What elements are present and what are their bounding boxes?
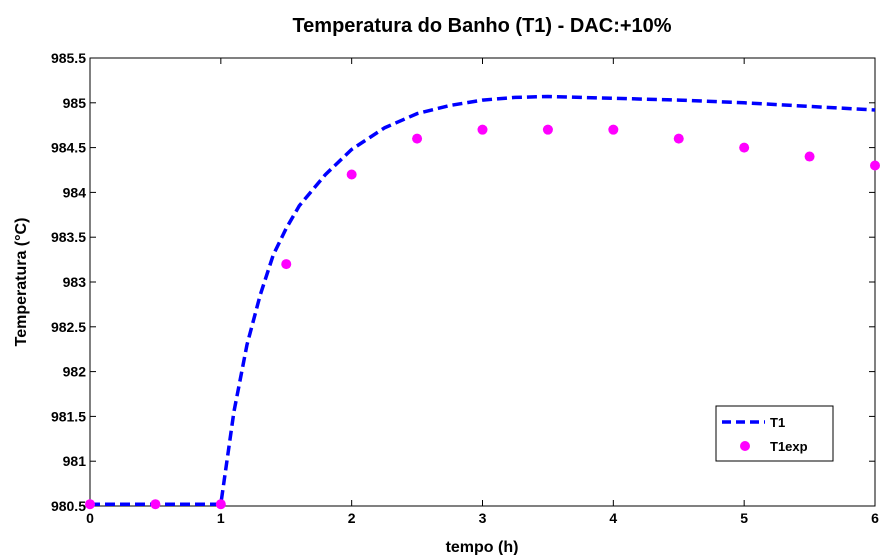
series-layer	[85, 94, 880, 510]
x-tick-label: 4	[609, 510, 617, 526]
data-point-t1exp	[346, 169, 357, 180]
y-tick-label: 984.5	[51, 140, 86, 156]
y-tick-label: 981	[63, 453, 87, 469]
y-tick-label: 983.5	[51, 229, 86, 245]
data-point-t1exp	[412, 133, 423, 144]
x-axis: 0 1 2 3 4 5 6	[86, 58, 879, 526]
y-tick-label: 984	[63, 184, 87, 200]
y-tick-label: 982	[63, 364, 87, 380]
y-tick-label: 985.5	[51, 50, 86, 66]
x-tick-label: 2	[348, 510, 356, 526]
y-tick-label: 983	[63, 274, 87, 290]
y-tick-label: 982.5	[51, 319, 86, 335]
legend-label-t1: T1	[770, 415, 785, 430]
x-tick-label: 5	[740, 510, 748, 526]
x-tick-label: 1	[217, 510, 225, 526]
data-point-t1exp	[870, 160, 880, 171]
data-point-t1exp	[150, 499, 161, 510]
legend-swatch-t1exp	[740, 441, 750, 451]
y-tick-label: 980.5	[51, 498, 86, 514]
data-point-t1exp	[85, 499, 95, 510]
data-point-t1exp	[542, 124, 553, 135]
x-tick-label: 3	[479, 510, 487, 526]
x-axis-label: tempo (h)	[446, 539, 519, 555]
data-point-t1exp	[215, 499, 226, 510]
data-point-t1exp	[281, 259, 292, 270]
data-point-t1exp	[477, 124, 488, 135]
series-line-t1	[90, 94, 876, 506]
y-axis-label: Temperatura (°C)	[13, 218, 30, 347]
y-tick-label: 981.5	[51, 408, 86, 424]
legend-box	[715, 405, 834, 462]
legend-label-t1exp: T1exp	[770, 439, 808, 454]
y-axis: 980.5 981 981.5 982 982.5 983 983.5 984 984.5 985…	[51, 50, 875, 514]
data-point-t1exp	[739, 142, 750, 153]
data-point-t1exp	[804, 151, 815, 162]
data-point-t1exp	[608, 124, 619, 135]
x-tick-label: 6	[871, 510, 879, 526]
data-point-t1exp	[673, 133, 684, 144]
y-tick-label: 985	[63, 95, 87, 111]
chart-title: Temperatura do Banho (T1) - DAC:+10%	[292, 15, 671, 37]
legend: T1 T1exp	[715, 405, 834, 462]
x-tick-label: 0	[86, 510, 94, 526]
